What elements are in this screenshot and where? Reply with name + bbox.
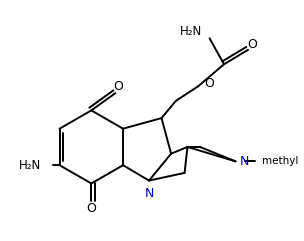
Text: N: N [239,155,249,168]
Text: H₂N: H₂N [19,159,41,172]
Text: O: O [247,38,257,51]
Text: O: O [204,77,214,90]
Text: O: O [86,202,96,215]
Text: methyl: methyl [262,156,299,166]
Text: H₂N: H₂N [180,25,202,38]
Text: N: N [144,187,154,200]
Text: O: O [113,80,123,93]
